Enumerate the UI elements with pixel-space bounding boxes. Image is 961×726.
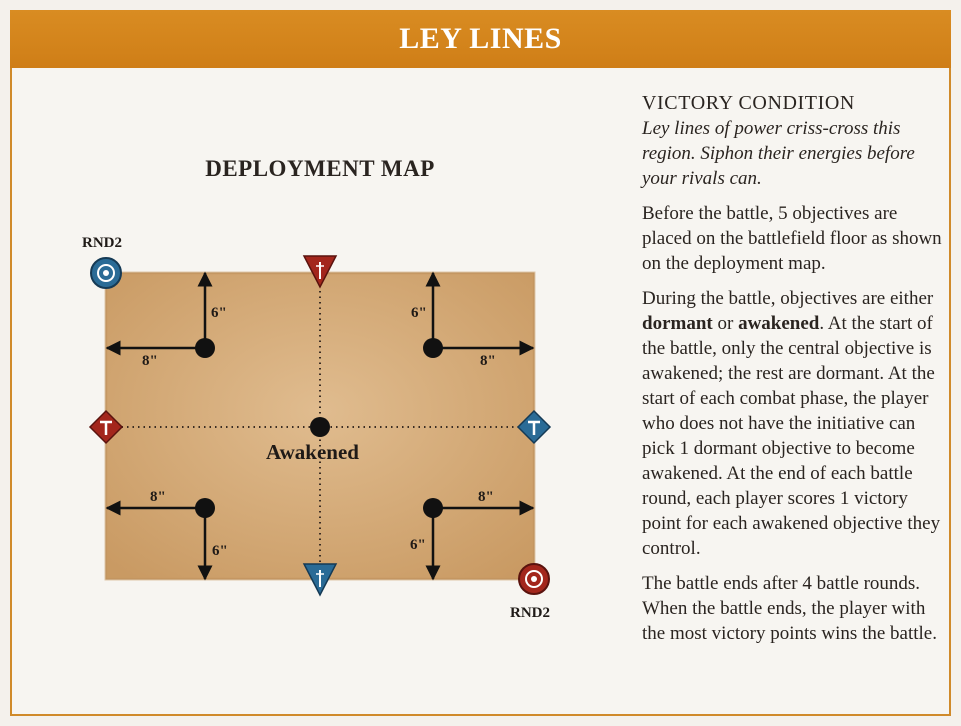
rules-paragraph-2: During the battle, objectives are either… bbox=[642, 288, 941, 559]
dormant-keyword: dormant bbox=[642, 313, 713, 334]
objective-central-awakened: Awakened bbox=[266, 417, 359, 464]
dist-label-8: 8" bbox=[480, 353, 496, 369]
dist-label-8: 8" bbox=[142, 353, 158, 369]
page-title: LEY LINES bbox=[399, 22, 562, 55]
round-label-bottom: RND2 bbox=[510, 605, 550, 621]
dist-label-8: 8" bbox=[150, 489, 166, 505]
objective-bottom-right: 8" 6" bbox=[410, 489, 535, 581]
awakened-keyword: awakened bbox=[738, 313, 820, 334]
victory-condition-heading: VICTORY CONDITION bbox=[642, 92, 855, 114]
deployment-map-title: DEPLOYMENT MAP bbox=[205, 156, 435, 181]
skull-emblem-icon-red bbox=[518, 563, 550, 595]
dist-label-6: 6" bbox=[212, 543, 228, 559]
deployment-map: 6" 8" 6" 8" 8" 6" 8" 6" bbox=[80, 225, 580, 625]
objective-top-left: 6" 8" bbox=[105, 271, 227, 369]
flavor-text: Ley lines of power criss-cross this regi… bbox=[642, 118, 915, 189]
dist-label-6: 6" bbox=[411, 305, 427, 321]
objective-top-right: 6" 8" bbox=[411, 271, 535, 369]
dist-label-6: 6" bbox=[410, 537, 426, 553]
rules-paragraph-1: Before the battle, 5 objectives are plac… bbox=[642, 203, 942, 274]
dist-label-8: 8" bbox=[478, 489, 494, 505]
hammer-icon-red-left bbox=[88, 409, 124, 445]
objective-bottom-left: 8" 6" bbox=[105, 489, 228, 581]
awakened-label: Awakened bbox=[266, 440, 359, 464]
rules-paragraph-3: The battle ends after 4 battle rounds. W… bbox=[642, 573, 937, 644]
dist-label-6: 6" bbox=[211, 305, 227, 321]
skull-emblem-icon-blue bbox=[90, 257, 122, 289]
victory-condition-panel: VICTORY CONDITION Ley lines of power cri… bbox=[642, 90, 942, 656]
deployment-map-svg: 6" 8" 6" 8" 8" 6" 8" 6" bbox=[82, 235, 552, 621]
hammer-icon-blue-right bbox=[516, 409, 552, 445]
dagger-icon-red-top bbox=[302, 255, 338, 289]
dagger-icon-blue-bottom bbox=[302, 563, 338, 597]
round-label-top: RND2 bbox=[82, 235, 122, 251]
title-banner: LEY LINES bbox=[10, 10, 951, 68]
